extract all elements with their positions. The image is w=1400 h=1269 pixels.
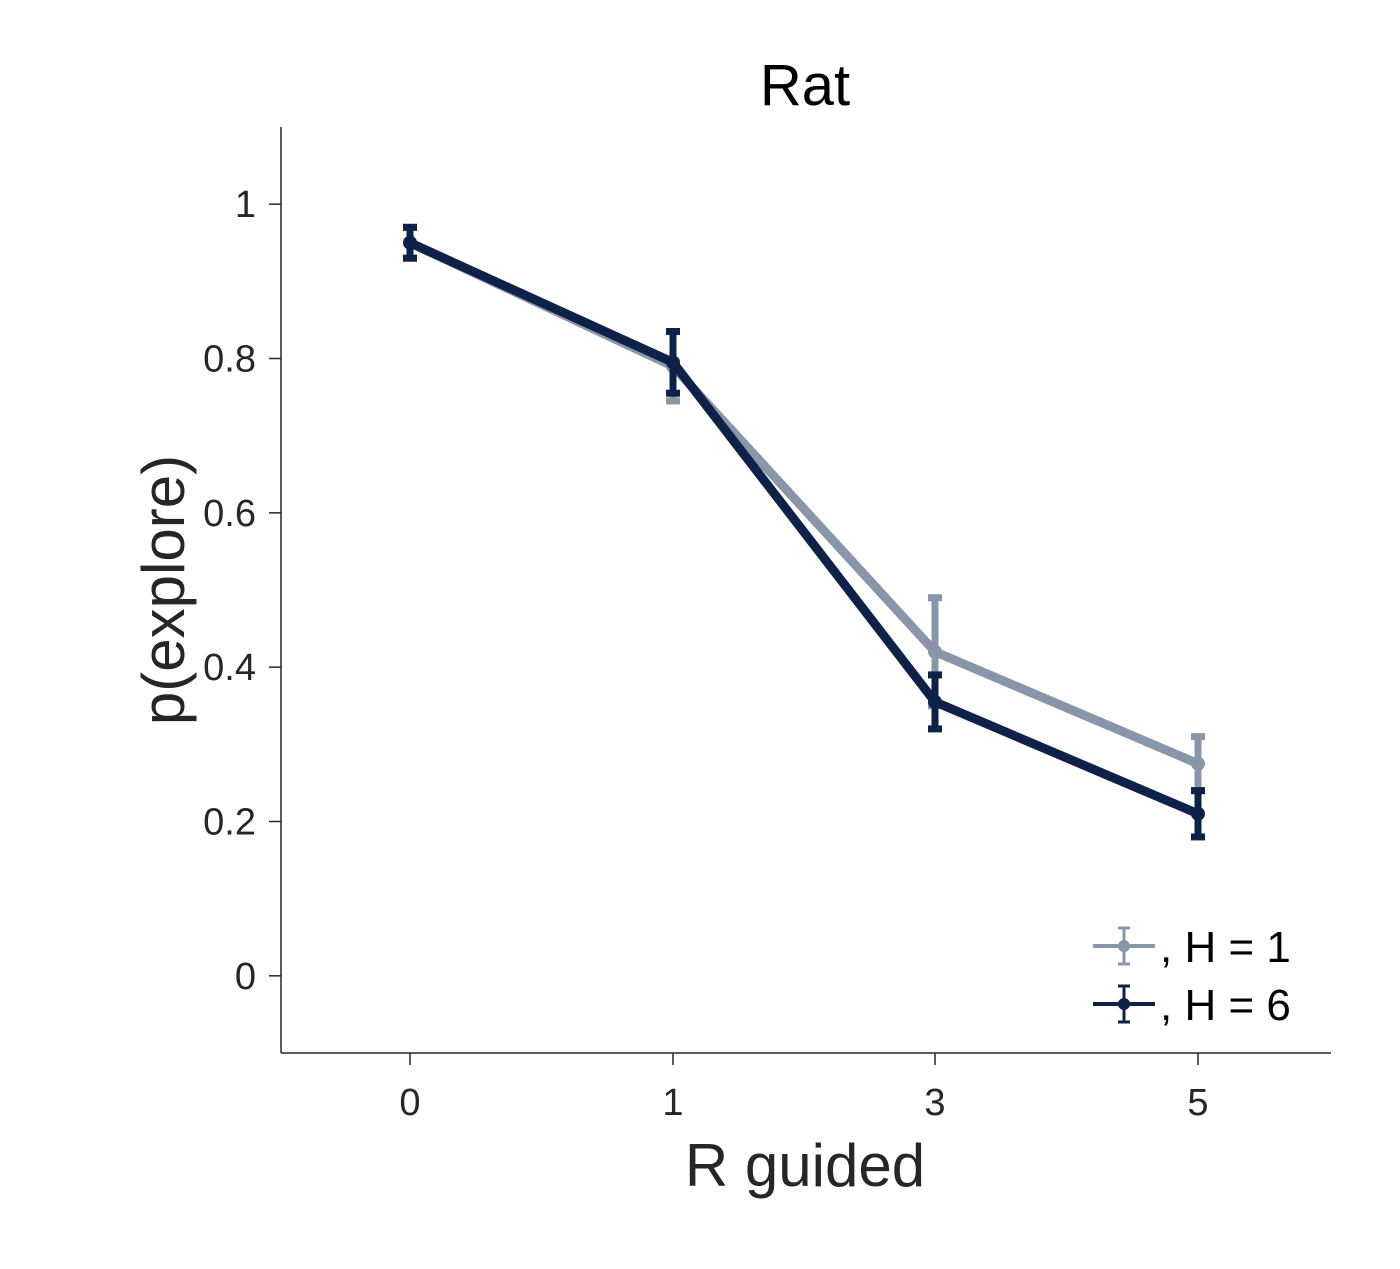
legend-swatch-marker (1118, 998, 1130, 1010)
series-layer (403, 223, 1205, 841)
data-point (928, 644, 942, 659)
legend-item-1: , H = 1 (1093, 923, 1291, 972)
data-point (1191, 806, 1205, 821)
legend-label: , H = 6 (1160, 981, 1291, 1030)
legend: , H = 1 , H = 6 (1093, 923, 1291, 1030)
data-point (403, 235, 417, 250)
x-tick-label: 0 (399, 1082, 420, 1124)
y-ticks: 0 0.2 0.4 0.6 0.8 1 (203, 184, 281, 998)
y-tick-label: 0.4 (203, 647, 256, 689)
y-tick-label: 0.6 (203, 493, 256, 535)
x-tick-label: 1 (662, 1082, 683, 1124)
y-axis-title: p(explore) (130, 455, 197, 725)
x-axis-title: R guided (685, 1132, 925, 1199)
data-point (928, 694, 942, 709)
y-tick-label: 0.2 (203, 802, 256, 844)
series-1 (403, 223, 1205, 795)
series-2 (403, 223, 1205, 841)
series-line (408, 238, 1200, 768)
chart-title: Rat (760, 53, 850, 118)
y-tick-label: 0 (235, 956, 256, 998)
legend-item-2: , H = 6 (1093, 981, 1291, 1030)
x-tick-label: 3 (924, 1082, 945, 1124)
x-tick-label: 5 (1187, 1082, 1208, 1124)
data-point (666, 355, 680, 370)
y-tick-label: 1 (235, 184, 256, 226)
y-tick-label: 0.8 (203, 339, 256, 381)
data-point (1191, 756, 1205, 771)
series-line (408, 238, 1200, 818)
legend-label: , H = 1 (1160, 923, 1291, 972)
x-ticks: 0 1 3 5 (399, 1053, 1209, 1124)
legend-swatch-marker (1118, 940, 1130, 952)
